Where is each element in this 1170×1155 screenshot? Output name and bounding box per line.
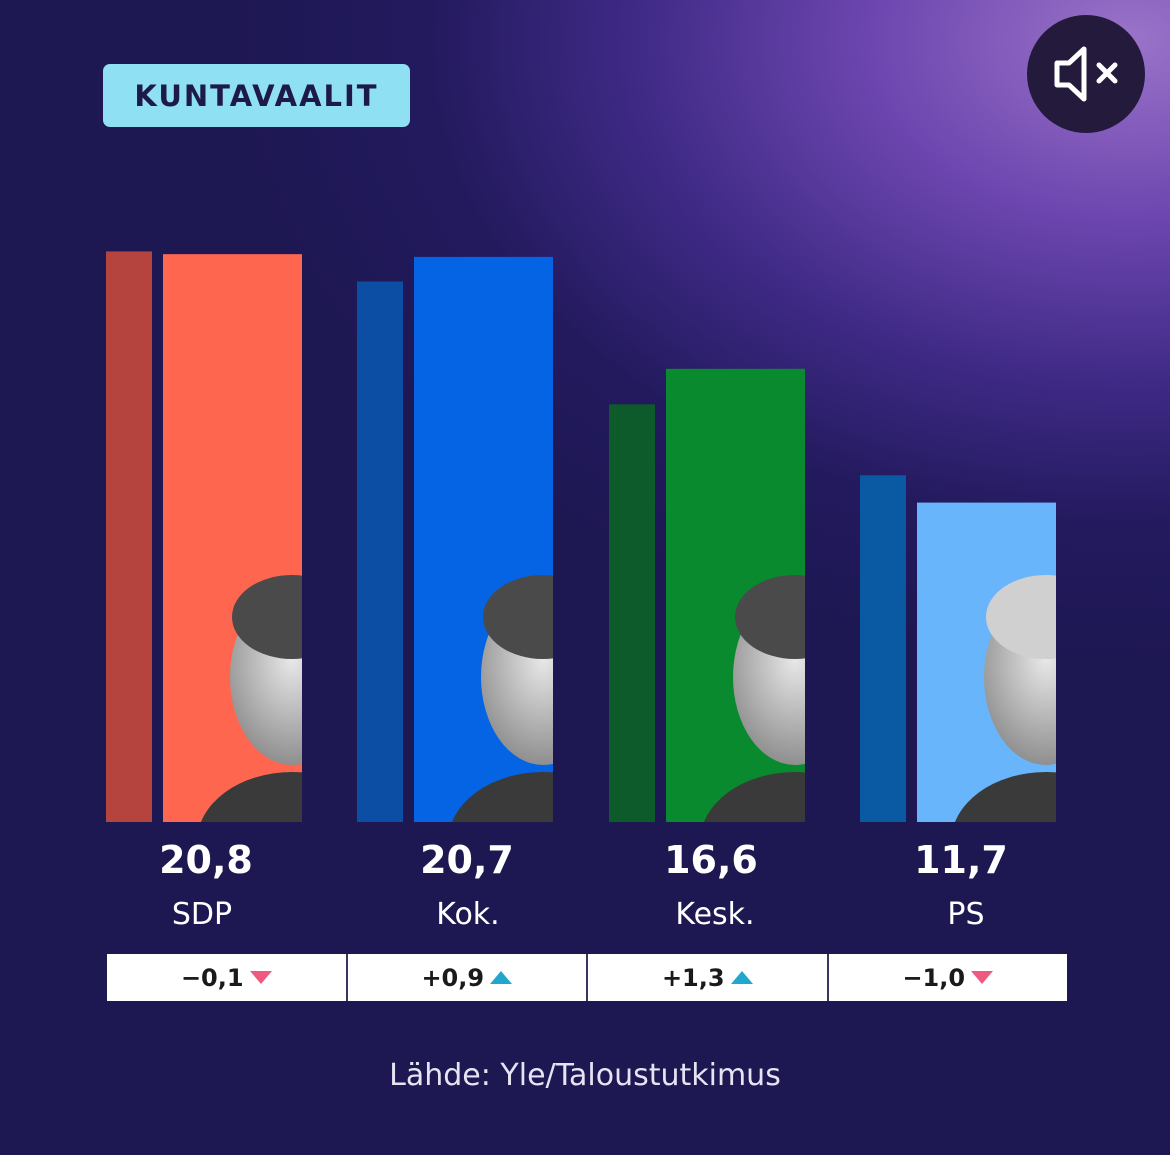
change-cell-kok: +0,9 <box>348 954 588 1001</box>
value-label-sdp: 20,8 <box>159 838 253 882</box>
change-value-ps: −1,0 <box>902 963 966 992</box>
party-label-kesk: Kesk. <box>675 897 755 932</box>
portrait-ps <box>954 575 1056 822</box>
bar-previous-kesk <box>609 404 655 822</box>
value-label-kesk: 16,6 <box>664 838 758 882</box>
value-label-kok: 20,7 <box>420 838 514 882</box>
portrait-kok <box>451 575 553 822</box>
down-triangle-icon <box>249 971 272 984</box>
change-value-kesk: +1,3 <box>661 963 725 992</box>
change-cell-kesk: +1,3 <box>588 954 829 1001</box>
portrait-kesk <box>703 575 805 822</box>
party-label-kok: Kok. <box>436 897 500 932</box>
bar-previous-kok <box>357 281 403 823</box>
bar-previous-sdp <box>106 251 152 822</box>
party-label-ps: PS <box>947 897 985 932</box>
portrait-sdp <box>200 575 302 823</box>
party-label-sdp: SDP <box>171 897 233 932</box>
change-cell-sdp: −0,1 <box>107 954 348 1001</box>
speaker-muted-icon <box>1054 46 1118 102</box>
up-triangle-icon <box>490 971 513 984</box>
change-row: −0,1 +0,9 +1,3 −1,0 <box>107 954 1067 1001</box>
bar-previous-ps <box>860 475 906 822</box>
change-value-sdp: −0,1 <box>180 963 244 992</box>
source-note: Lähde: Yle/Taloustutkimus <box>389 1058 781 1093</box>
change-cell-ps: −1,0 <box>829 954 1068 1001</box>
chart-tag: KUNTAVAALIT <box>103 64 410 127</box>
value-label-ps: 11,7 <box>914 838 1008 882</box>
change-value-kok: +0,9 <box>421 963 485 992</box>
mute-button[interactable] <box>1027 15 1145 133</box>
up-triangle-icon <box>730 971 753 984</box>
down-triangle-icon <box>971 971 994 984</box>
